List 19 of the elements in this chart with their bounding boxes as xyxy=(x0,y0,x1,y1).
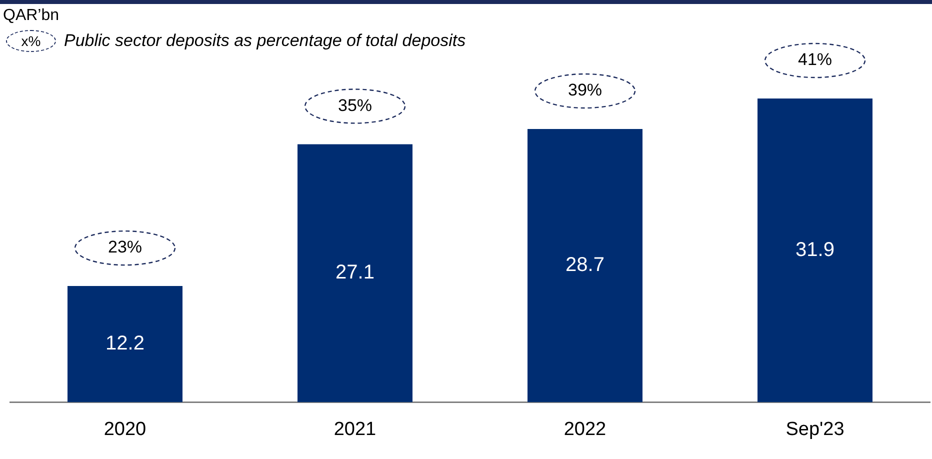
data-label: 12.2 xyxy=(106,332,144,355)
bar xyxy=(298,144,412,402)
y-axis-title: QAR’bn xyxy=(3,7,60,25)
annotation: 35% xyxy=(338,96,372,115)
data-label: 28.7 xyxy=(566,254,604,276)
x-tick-label: Sep'23 xyxy=(786,418,844,440)
annotation: 41% xyxy=(798,50,832,70)
data-label: 27.1 xyxy=(336,262,374,284)
dashed-ellipse-icon: x% xyxy=(6,30,56,52)
bar xyxy=(68,286,182,402)
x-tick-label: 2021 xyxy=(334,418,376,440)
data-label: 31.9 xyxy=(796,238,834,261)
annotation: 23% xyxy=(108,238,142,257)
x-tick-label: 2020 xyxy=(104,418,146,440)
x-tick-label: 2022 xyxy=(564,418,606,440)
bar xyxy=(528,128,642,402)
annotation: 39% xyxy=(568,80,602,100)
bar xyxy=(758,98,872,402)
text: Public sector deposits as percentage of total deposits xyxy=(64,31,466,51)
